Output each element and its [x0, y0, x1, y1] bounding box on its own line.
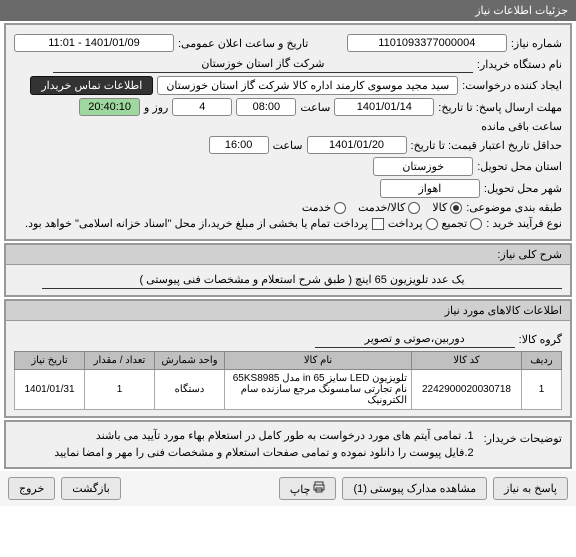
- deadline-days: 4: [172, 98, 232, 116]
- items-table: ردیف کد کالا نام کالا واحد شمارش تعداد /…: [14, 351, 562, 410]
- radio-service-goods[interactable]: [408, 202, 420, 214]
- print-label: چاپ: [290, 484, 311, 496]
- cell-qty: 1: [85, 370, 155, 410]
- col-date: تاریخ نیاز: [15, 352, 85, 370]
- requester-value: سید مجید موسوی کارمند اداره کالا شرکت گا…: [157, 76, 458, 95]
- col-code: کد کالا: [412, 352, 522, 370]
- print-button[interactable]: چاپ: [279, 477, 337, 500]
- col-row: ردیف: [522, 352, 562, 370]
- remaining-time: 20:40:10: [79, 98, 140, 116]
- cell-unit: دستگاه: [155, 370, 225, 410]
- public-date-value: 1401/01/09 - 11:01: [14, 34, 174, 52]
- days-label: روز و: [144, 101, 168, 114]
- info-section: شماره نیاز: 1101093377000004 تاریخ و ساع…: [4, 23, 572, 241]
- cell-code: 2242900020030718: [412, 370, 522, 410]
- category-label: طبقه بندی موضوعی:: [466, 201, 562, 214]
- back-button[interactable]: بازگشت: [61, 477, 121, 500]
- radio-service-goods-label: کالا/خدمت: [358, 201, 405, 214]
- buyer-label: نام دستگاه خریدار:: [477, 58, 562, 71]
- remaining-label: ساعت باقی مانده: [481, 120, 562, 133]
- summary-section: شرح کلی نیاز: یک عدد تلویزیون 65 اینچ ( …: [4, 243, 572, 297]
- summary-title: شرح کلی نیاز:: [6, 245, 570, 265]
- city-label: شهر محل تحویل:: [484, 182, 562, 195]
- deadline-label: مهلت ارسال پاسخ: تا تاریخ:: [438, 101, 562, 114]
- items-title: اطلاعات کالاهای مورد نیاز: [6, 301, 570, 321]
- radio-service-label: خدمت: [302, 201, 331, 214]
- requester-label: ایجاد کننده درخواست:: [462, 79, 562, 92]
- summary-text: یک عدد تلویزیون 65 اینچ ( طبق شرح استعلا…: [42, 271, 562, 289]
- validity-date: 1401/01/20: [307, 136, 407, 154]
- print-icon: [313, 481, 325, 493]
- process-checkbox[interactable]: [372, 218, 384, 230]
- col-unit: واحد شمارش: [155, 352, 225, 370]
- deadline-time-label: ساعت: [300, 101, 330, 114]
- buyer-value: شرکت گاز استان خوزستان: [53, 55, 473, 73]
- exit-button[interactable]: خروج: [8, 477, 55, 500]
- col-name: نام کالا: [225, 352, 412, 370]
- description-label: توضیحات خریدار:: [484, 428, 562, 445]
- radio-service[interactable]: [334, 202, 346, 214]
- city-value: اهواز: [380, 179, 480, 198]
- req-number-value: 1101093377000004: [347, 34, 507, 52]
- process-first-label: تجمیع: [442, 217, 468, 230]
- validity-time-label: ساعت: [273, 139, 303, 152]
- description-section: توضیحات خریدار: 1. تمامی آیتم های مورد د…: [4, 420, 572, 469]
- description-text: 1. تمامی آیتم های مورد درخواست به طور کا…: [14, 428, 474, 461]
- cell-row: 1: [522, 370, 562, 410]
- reply-button[interactable]: پاسخ به نیاز: [493, 477, 568, 500]
- header-title: جزئیات اطلاعات نیاز: [475, 5, 568, 17]
- validity-label: حداقل تاریخ اعتبار قیمت: تا تاریخ:: [411, 139, 562, 152]
- group-value: دوربین،صوتی و تصویر: [315, 330, 515, 348]
- table-header-row: ردیف کد کالا نام کالا واحد شمارش تعداد /…: [15, 352, 562, 370]
- page-header: جزئیات اطلاعات نیاز: [0, 0, 576, 21]
- col-qty: تعداد / مقدار: [85, 352, 155, 370]
- req-number-label: شماره نیاز:: [511, 37, 562, 50]
- province-value: خوزستان: [373, 157, 473, 176]
- radio-process-first[interactable]: [470, 218, 482, 230]
- desc-line2: 2.فایل پیوست را دانلود نموده و تمامی صفح…: [14, 445, 474, 462]
- cell-name: تلویزیون LED سایز 65 in مدل 65KS8985 نام…: [225, 370, 412, 410]
- table-row: 1 2242900020030718 تلویزیون LED سایز 65 …: [15, 370, 562, 410]
- province-label: استان محل تحویل:: [477, 160, 562, 173]
- contact-button[interactable]: اطلاعات تماس خریدار: [30, 76, 153, 95]
- items-section: اطلاعات کالاهای مورد نیاز گروه کالا: دور…: [4, 299, 572, 418]
- radio-goods[interactable]: [450, 202, 462, 214]
- cell-date: 1401/01/31: [15, 370, 85, 410]
- process-note: پرداخت تمام یا بخشی از مبلغ خرید،از محل …: [25, 217, 368, 230]
- deadline-date: 1401/01/14: [334, 98, 434, 116]
- process-label: نوع فرآیند خرید :: [486, 217, 562, 230]
- radio-goods-label: کالا: [432, 201, 447, 214]
- desc-line1: 1. تمامی آیتم های مورد درخواست به طور کا…: [14, 428, 474, 445]
- attachments-button[interactable]: مشاهده مدارک پیوستی (1): [342, 477, 487, 500]
- public-date-label: تاریخ و ساعت اعلان عمومی:: [178, 37, 308, 50]
- category-radio-group: کالا کالا/خدمت خدمت: [302, 201, 462, 214]
- process-second-label: پرداخت: [388, 217, 423, 230]
- radio-process-second[interactable]: [426, 218, 438, 230]
- deadline-time: 08:00: [236, 98, 296, 116]
- group-label: گروه کالا:: [519, 333, 562, 346]
- action-buttons: پاسخ به نیاز مشاهده مدارک پیوستی (1) چاپ…: [0, 471, 576, 506]
- validity-time: 16:00: [209, 136, 269, 154]
